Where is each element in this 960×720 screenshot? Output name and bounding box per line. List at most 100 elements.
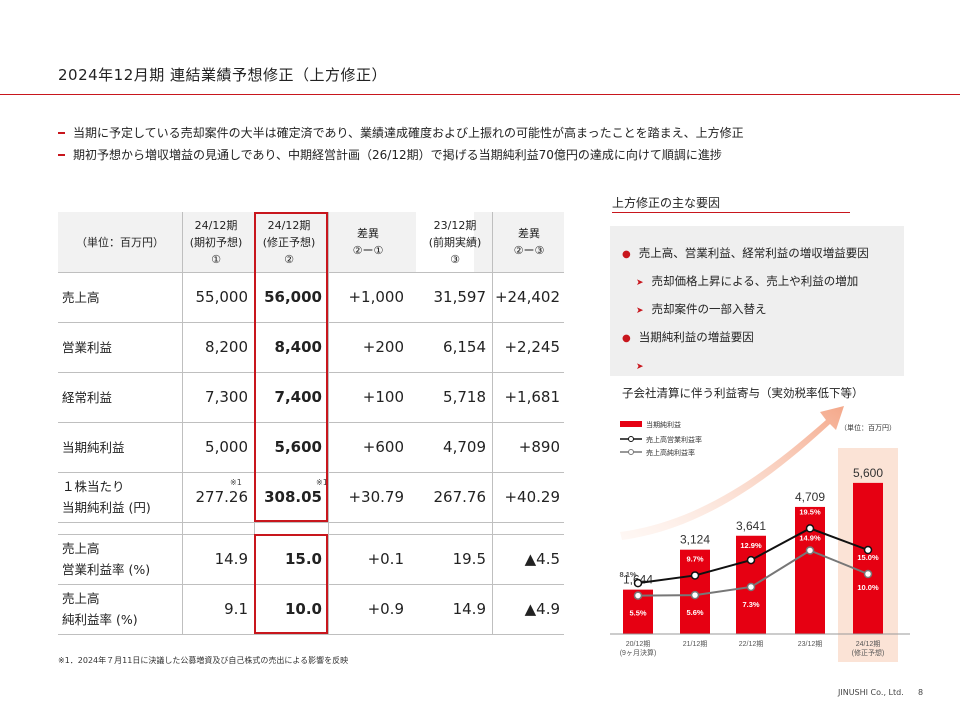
legend-swatch-bar [620, 421, 642, 427]
table-cell: +0.1 [367, 550, 404, 568]
header-revised-forecast: 24/12期 (修正予想) ② [262, 218, 316, 266]
category-label: 20/12期 [626, 640, 651, 648]
factor-subitem: ➤ 売却価格上昇による、売上や利益の増加 [636, 274, 859, 288]
arrow-right-icon: ➤ [636, 278, 644, 288]
row-label: 売上高 [62, 289, 100, 305]
header-initial-forecast: 24/12期 (期初予想) ① [189, 218, 243, 266]
table-cell: +600 [362, 438, 404, 456]
category-label: (9ヶ月決算) [620, 648, 657, 657]
factor-subitem: ➤子会社清算に伴う利益寄与（実効税率低下等） [622, 362, 864, 400]
header-diff-2: 差異 ②ー③ [513, 227, 545, 257]
note-mark: ※1 [316, 478, 328, 487]
row-divider [58, 372, 564, 373]
operating-margin-line-marker [746, 555, 756, 565]
col-divider [182, 212, 183, 634]
table-cell: 55,000 [195, 288, 249, 306]
table-cell: 6,154 [443, 338, 486, 356]
table-gap-column [416, 212, 474, 634]
forecast-table: （単位：百万円） 24/12期 (期初予想) ① 24/12期 (修正予想) ② 差異 ②… [58, 212, 564, 635]
table-cell: +100 [362, 388, 404, 406]
table-cell: 15.0 [284, 550, 322, 568]
row-label: 売上高 純利益率 (%) [62, 591, 138, 627]
bullet-item: 期初予想から増収増益の見通しであり、中期経営計画（26/12期）で掲げる当期純利… [58, 144, 744, 166]
factor-subitem: ➤ 売却案件の一部入替え [636, 302, 767, 316]
factor-item: ● 当期純利益の増益要因 [622, 330, 754, 344]
category-label: 22/12期 [739, 640, 764, 648]
table-row: 経常利益 7,300 7,400 +100 5,718 +1,681 [58, 372, 564, 422]
legend-marker [628, 436, 634, 442]
row-label: 当期純利益 [62, 439, 125, 455]
arrow-right-icon: ➤ [636, 306, 644, 316]
table-cell: 5,718 [443, 388, 486, 406]
category-label: 21/12期 [683, 640, 708, 648]
table-cell: +0.9 [367, 600, 404, 618]
table-cell: 7,400 [274, 388, 322, 406]
table-cell: 4,709 [443, 438, 486, 456]
category-label: 24/12期 [856, 640, 881, 648]
chart-unit-label: （単位：百万円） [840, 423, 896, 432]
legend-label: 当期純利益 [646, 420, 681, 429]
dash-icon [58, 132, 65, 134]
legend-label: 売上高純利益率 [646, 448, 695, 457]
bullet-dot-icon: ● [622, 249, 631, 260]
bar-net-income [853, 482, 883, 634]
table-row: 売上高 営業利益率 (%) 14.9 15.0 +0.1 19.5 ▲4.5 [58, 534, 564, 584]
page-number: 8 [918, 688, 924, 697]
operating-margin-label: 19.5% [799, 507, 821, 516]
net-margin-line-marker [746, 582, 756, 592]
dash-icon [58, 154, 65, 156]
table-row: 売上高 55,000 56,000 +1,000 31,597 +24,402 [58, 272, 564, 322]
header-prior-actual: 23/12期 (前期実績) ③ [428, 218, 482, 266]
table-row: 当期純利益 5,000 5,600 +600 4,709 +890 [58, 422, 564, 472]
table-cell: 267.76 [433, 488, 487, 506]
table-row: 売上高 純利益率 (%) 9.1 10.0 +0.9 14.9 ▲4.9 [58, 584, 564, 634]
col-divider [492, 212, 493, 634]
net-margin-line-marker [863, 569, 873, 579]
row-divider [58, 322, 564, 323]
bullet-item: 当期に予定している売却案件の大半は確定済であり、業績達成確度および上振れの可能性… [58, 122, 744, 144]
table-cell: 31,597 [433, 288, 487, 306]
legend-marker [628, 449, 634, 455]
bar-value-label: 4,709 [795, 490, 825, 504]
table-cell: 14.9 [452, 600, 486, 618]
operating-margin-label: 9.7% [686, 554, 703, 563]
row-label: １株当たり 当期純利益 (円) [62, 479, 151, 515]
table-cell: +890 [518, 438, 560, 456]
table-cell: 5,600 [274, 438, 322, 456]
table-cell: 14.9 [214, 550, 248, 568]
net-margin-line-marker [805, 546, 815, 555]
operating-margin-line-marker [805, 524, 815, 533]
table-cell: 56,000 [264, 288, 322, 306]
table-cell: 277.26 [195, 488, 249, 506]
table-cell: +24,402 [494, 288, 560, 306]
table-cell: 5,000 [205, 438, 248, 456]
net-margin-label: 10.0% [857, 583, 879, 592]
page-title: 2024年12月期 連結業績予想修正（上方修正） [58, 66, 388, 84]
row-label: 経常利益 [62, 389, 113, 405]
col-divider [328, 212, 329, 634]
net-margin-line-marker [690, 590, 700, 600]
table-cell: ▲4.9 [524, 600, 560, 618]
row-label: 営業利益 [62, 339, 113, 355]
factors-divider [612, 212, 850, 213]
net-margin-label: 14.9% [799, 533, 821, 542]
operating-margin-line-marker [633, 578, 643, 588]
category-label: 23/12期 [798, 640, 823, 648]
table-cell: 9.1 [224, 600, 248, 618]
bar-value-label: 5,600 [853, 466, 883, 480]
revised-highlight-box [254, 212, 328, 522]
table-cell: +30.79 [348, 488, 404, 506]
net-income-chart: 当期純利益売上高営業利益率売上高純利益率（単位：百万円）1,6443,1243,… [610, 406, 910, 662]
table-row: １株当たり 当期純利益 (円) 277.26 308.05 +30.79 267.76 +4… [58, 472, 564, 522]
category-label: (修正予想) [852, 648, 885, 657]
operating-margin-label: 15.0% [857, 553, 879, 562]
arrow-right-icon: ➤ [636, 362, 644, 372]
note-mark: ※1 [230, 478, 242, 487]
row-divider [58, 584, 564, 585]
bar-value-label: 3,124 [680, 533, 710, 547]
operating-margin-line-marker [690, 571, 700, 580]
table-cell: 8,400 [274, 338, 322, 356]
table-row: 営業利益 8,200 8,400 +200 6,154 +2,245 [58, 322, 564, 372]
table-cell: 19.5 [452, 550, 486, 568]
table-cell: +1,000 [348, 288, 404, 306]
